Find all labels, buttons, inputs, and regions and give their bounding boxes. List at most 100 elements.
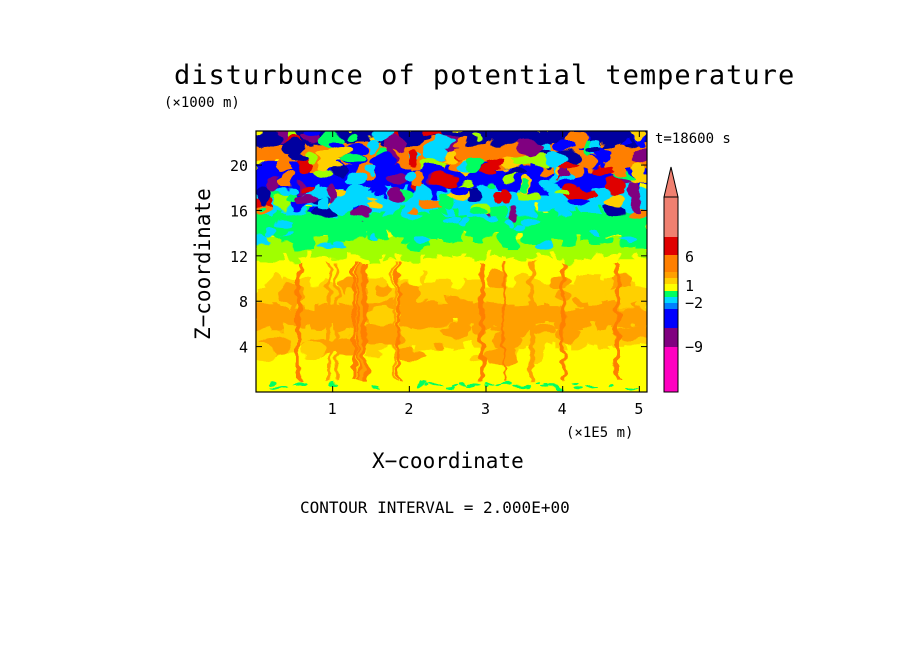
heatmap-cell [558,232,570,239]
heatmap-cell [365,307,401,325]
x-tick-label: 3 [481,400,490,418]
heatmap-cell [614,167,626,178]
heatmap-cell [431,287,469,299]
plot-area [255,130,648,393]
x-axis-ticks: 1 2 3 4 5 [328,131,643,418]
heatmap-cell [635,238,647,248]
heatmap-cell [484,382,496,386]
heatmap-cell [414,212,428,218]
x-axis-label: X−coordinate [372,449,524,473]
heatmap-cell [419,197,445,210]
heatmap-cell [258,203,265,214]
heatmap-cell [636,187,647,220]
heatmap-cell [555,327,581,342]
heatmap-field [256,131,647,392]
heatmap-cell [449,131,462,143]
heatmap-cell [636,340,647,364]
heatmap-cell [256,234,267,257]
heatmap-cell [496,383,503,387]
heatmap-cell [256,234,271,246]
time-label: t=18600 s [655,131,731,147]
heatmap-cell [343,154,368,164]
heatmap-cell [592,165,617,176]
heatmap-cell [256,297,267,327]
heatmap-cell [494,194,504,205]
heatmap-cell [265,225,278,238]
colorbar-label: −2 [685,294,703,312]
heatmap-cell [629,180,641,199]
heatmap-cell [256,187,273,203]
heatmap-cell [256,342,275,362]
heatmap-cell [271,385,283,389]
heatmap-cell [442,216,462,224]
heatmap-plume [396,261,400,381]
y-tick-label: 12 [230,248,248,266]
heatmap-plume [529,261,535,381]
heatmap-cell [627,385,639,389]
y-axis-ticks: 4 8 12 16 20 [230,157,647,357]
heatmap-cell [511,174,522,190]
heatmap-cell [629,195,641,213]
heatmap-cell [606,386,613,390]
heatmap-cell [432,136,453,149]
heatmap-cell [371,154,396,170]
heatmap-cell [536,382,542,386]
heatmap-plume [479,261,485,381]
heatmap-cell [268,276,283,296]
heatmap-cell [411,320,432,328]
colorbar-swatch [664,197,678,237]
heatmap-cell [546,151,569,168]
heatmap-cell [349,234,366,239]
heatmap-cell [281,385,288,389]
heatmap-cell [477,286,511,303]
heatmap-cell [327,145,351,157]
heatmap-cell [511,156,535,166]
heatmap-cell [513,383,525,387]
heatmap-cell [482,347,520,368]
heatmap-cell [586,383,596,387]
heatmap-cell [454,138,465,147]
heatmap-cell [548,275,573,291]
heatmap-plume [356,261,361,381]
heatmap-cell [596,226,611,236]
heatmap-cell [468,383,480,387]
x-tick-label: 2 [404,400,413,418]
heatmap-cell [546,385,558,389]
colorbar-swatch [664,291,678,297]
heatmap-cell [370,383,380,387]
heatmap-cell [459,383,468,387]
heatmap-cell [272,381,279,385]
colorbar-swatch [664,347,678,392]
heatmap-cell [431,174,457,187]
heatmap-cell [311,320,331,332]
heatmap-cell [373,131,394,141]
heatmap-cell [345,133,358,141]
heatmap-cell [501,381,513,385]
heatmap-cell [519,181,530,191]
heatmap-cell [335,131,348,142]
heatmap-cell [267,176,281,194]
heatmap-cell [256,163,267,193]
heatmap-cell [396,229,416,239]
heatmap-cell [277,221,294,227]
heatmap-cell [605,236,616,244]
heatmap-cell [440,325,471,337]
heatmap-cell [563,212,575,219]
heatmap-cell [448,183,469,199]
heatmap-cell [473,133,483,141]
heatmap-cell [488,182,498,190]
heatmap-cell [470,207,488,217]
colorbar-arrow [663,166,679,198]
heatmap-cell [414,236,432,244]
y-tick-label: 16 [230,202,248,220]
heatmap-cell [555,168,570,178]
heatmap-plume [359,261,363,381]
heatmap-cell [413,184,432,203]
heatmap-cell [346,182,364,200]
contour-interval-note: CONTOUR INTERVAL = 2.000E+00 [300,498,570,517]
heatmap-cell [524,384,531,388]
heatmap-cell [509,205,520,224]
heatmap-cell [572,386,585,390]
heatmap-cell [512,225,526,231]
heatmap-cell [572,381,580,385]
